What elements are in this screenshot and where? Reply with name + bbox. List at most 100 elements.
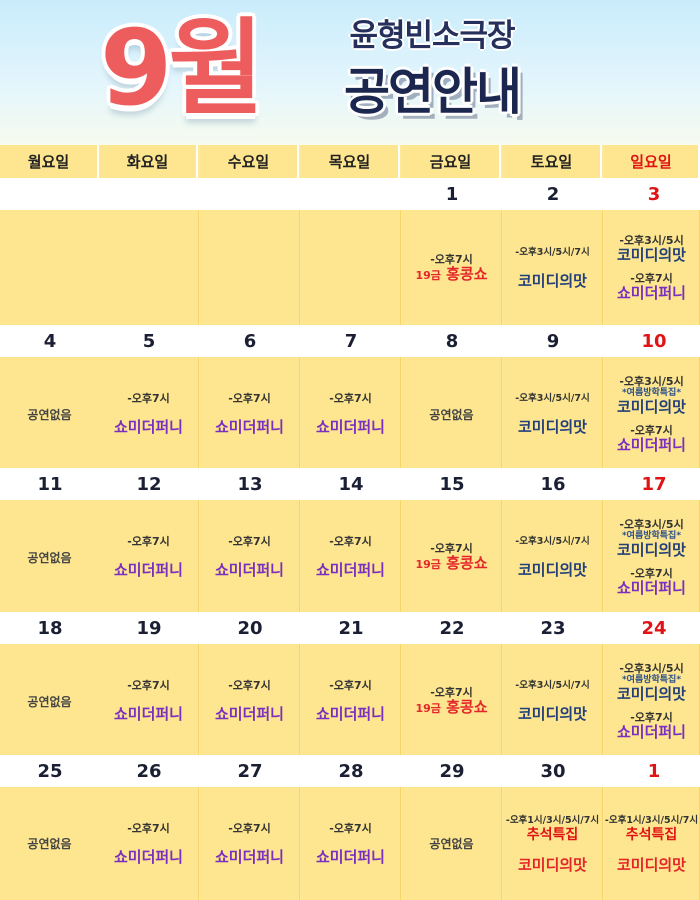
date-number: [301, 178, 401, 210]
show-time: -오후3시/5시/7시: [515, 247, 590, 258]
day-cell: -오후7시 19금 홍콩쇼: [402, 210, 502, 326]
show-title-second: 쇼미더퍼니: [616, 722, 686, 741]
date-number: 11: [37, 473, 63, 495]
show-title: 코미디의맛: [517, 272, 587, 290]
date-number: 7: [344, 330, 358, 352]
date-number: 6: [243, 330, 257, 352]
show-time: -오후7시: [127, 392, 170, 405]
show-time: -오후7시: [228, 679, 271, 692]
show-time: -오후3시/5시: [619, 517, 684, 531]
no-show-label: 공연없음: [429, 407, 474, 422]
show-title: 쇼미더퍼니: [214, 705, 284, 723]
day-cell: -오후1시/3시/5시/7시 추석특집 코미디의맛: [503, 787, 603, 900]
date-number: 22: [439, 617, 465, 639]
date-number: [0, 178, 100, 210]
date-number: 23: [540, 617, 566, 639]
weekday-header: 화요일: [99, 145, 198, 178]
date-number: 28: [338, 760, 364, 782]
date-number: 12: [136, 473, 162, 495]
date-number: 3: [647, 183, 661, 205]
date-row: [0, 755, 700, 787]
show-time: -오후3시/5시/7시: [515, 536, 590, 547]
show-title: 홍콩쇼: [446, 553, 488, 572]
date-number: 1: [445, 183, 459, 205]
date-number: 10: [641, 330, 667, 352]
day-cell: [301, 210, 401, 326]
show-title: 쇼미더퍼니: [113, 561, 183, 579]
date-number: 9: [546, 330, 560, 352]
day-cell: -오후7시 19금 홍콩쇼: [402, 644, 502, 758]
date-row: [0, 178, 700, 210]
header-banner: 9월 윤형빈소극장 공연안내: [0, 0, 700, 145]
date-row: [0, 325, 700, 357]
day-cell: -오후7시 쇼미더퍼니: [99, 787, 199, 900]
date-number: 8: [445, 330, 459, 352]
show-time: -오후7시: [127, 821, 170, 835]
show-time-second: -오후7시: [630, 710, 673, 724]
show-title: 쇼미더퍼니: [214, 418, 284, 436]
weekday-header: 금요일: [402, 145, 501, 178]
show-title: 홍콩쇼: [446, 697, 488, 716]
day-cell: -오후7시 쇼미더퍼니: [301, 787, 401, 900]
weekday-header: 목요일: [301, 145, 400, 178]
date-number: 30: [540, 760, 566, 782]
day-cell: 공연없음: [402, 357, 502, 471]
special-label: *여름방학특집*: [621, 530, 682, 541]
show-title: 코미디의맛: [616, 397, 686, 416]
age-rating-badge: 19금: [415, 268, 441, 282]
date-number: 17: [641, 473, 667, 495]
weekday-header: 월요일: [0, 145, 99, 178]
age-rating-badge: 19금: [415, 557, 441, 571]
show-title: 코미디의맛: [517, 561, 587, 579]
day-cell: -오후3시/5시/7시 코미디의맛: [503, 644, 603, 758]
date-number: 14: [338, 473, 364, 495]
show-title: 코미디의맛: [616, 684, 686, 703]
show-time: -오후7시: [329, 679, 372, 692]
date-number: 19: [136, 617, 162, 639]
day-cell: -오후3시/5시 코미디의맛 -오후7시 쇼미더퍼니: [604, 210, 700, 326]
weekday-header: 수요일: [200, 145, 299, 178]
date-number: 15: [439, 473, 465, 495]
show-line: 19금 홍콩쇼: [415, 553, 488, 573]
show-title: 쇼미더퍼니: [315, 847, 385, 866]
holiday-label: 추석특집: [526, 826, 579, 843]
weekday-header: 일요일: [604, 145, 700, 178]
show-time-second: -오후7시: [630, 272, 673, 285]
show-time: -오후3시/5시: [619, 234, 684, 247]
day-cell: -오후7시 19금 홍콩쇼: [402, 500, 502, 614]
special-label: *여름방학특집*: [621, 387, 682, 398]
date-number: 27: [237, 760, 263, 782]
no-show-label: 공연없음: [27, 694, 72, 709]
date-number: 29: [439, 760, 465, 782]
day-cell: 공연없음: [402, 787, 502, 900]
show-time: -오후7시: [127, 679, 170, 692]
day-cell: -오후3시/5시 *여름방학특집* 코미디의맛 -오후7시 쇼미더퍼니: [604, 500, 700, 614]
date-number: [99, 178, 199, 210]
page-title: 공연안내: [344, 63, 522, 121]
show-line: 19금 홍콩쇼: [415, 697, 488, 717]
day-cell: -오후7시 쇼미더퍼니: [200, 787, 300, 900]
holiday-label: 추석특집: [625, 826, 678, 843]
show-title: 쇼미더퍼니: [315, 561, 385, 579]
day-cell: [200, 210, 300, 326]
day-cell: [0, 210, 100, 326]
show-title: 쇼미더퍼니: [315, 705, 385, 723]
day-cell: -오후7시 쇼미더퍼니: [99, 644, 199, 758]
no-show-label: 공연없음: [429, 837, 474, 851]
age-rating-badge: 19금: [415, 701, 441, 715]
show-time: -오후7시: [127, 535, 170, 548]
date-row: [0, 612, 700, 644]
date-number: 26: [136, 760, 162, 782]
day-cell: 공연없음: [0, 357, 100, 471]
show-time: -오후3시/5시: [619, 661, 684, 675]
show-time-second: -오후7시: [630, 566, 673, 580]
show-time: -오후7시: [329, 535, 372, 548]
date-number: 1: [647, 760, 661, 782]
date-number: 24: [641, 617, 667, 639]
date-number: 18: [37, 617, 63, 639]
